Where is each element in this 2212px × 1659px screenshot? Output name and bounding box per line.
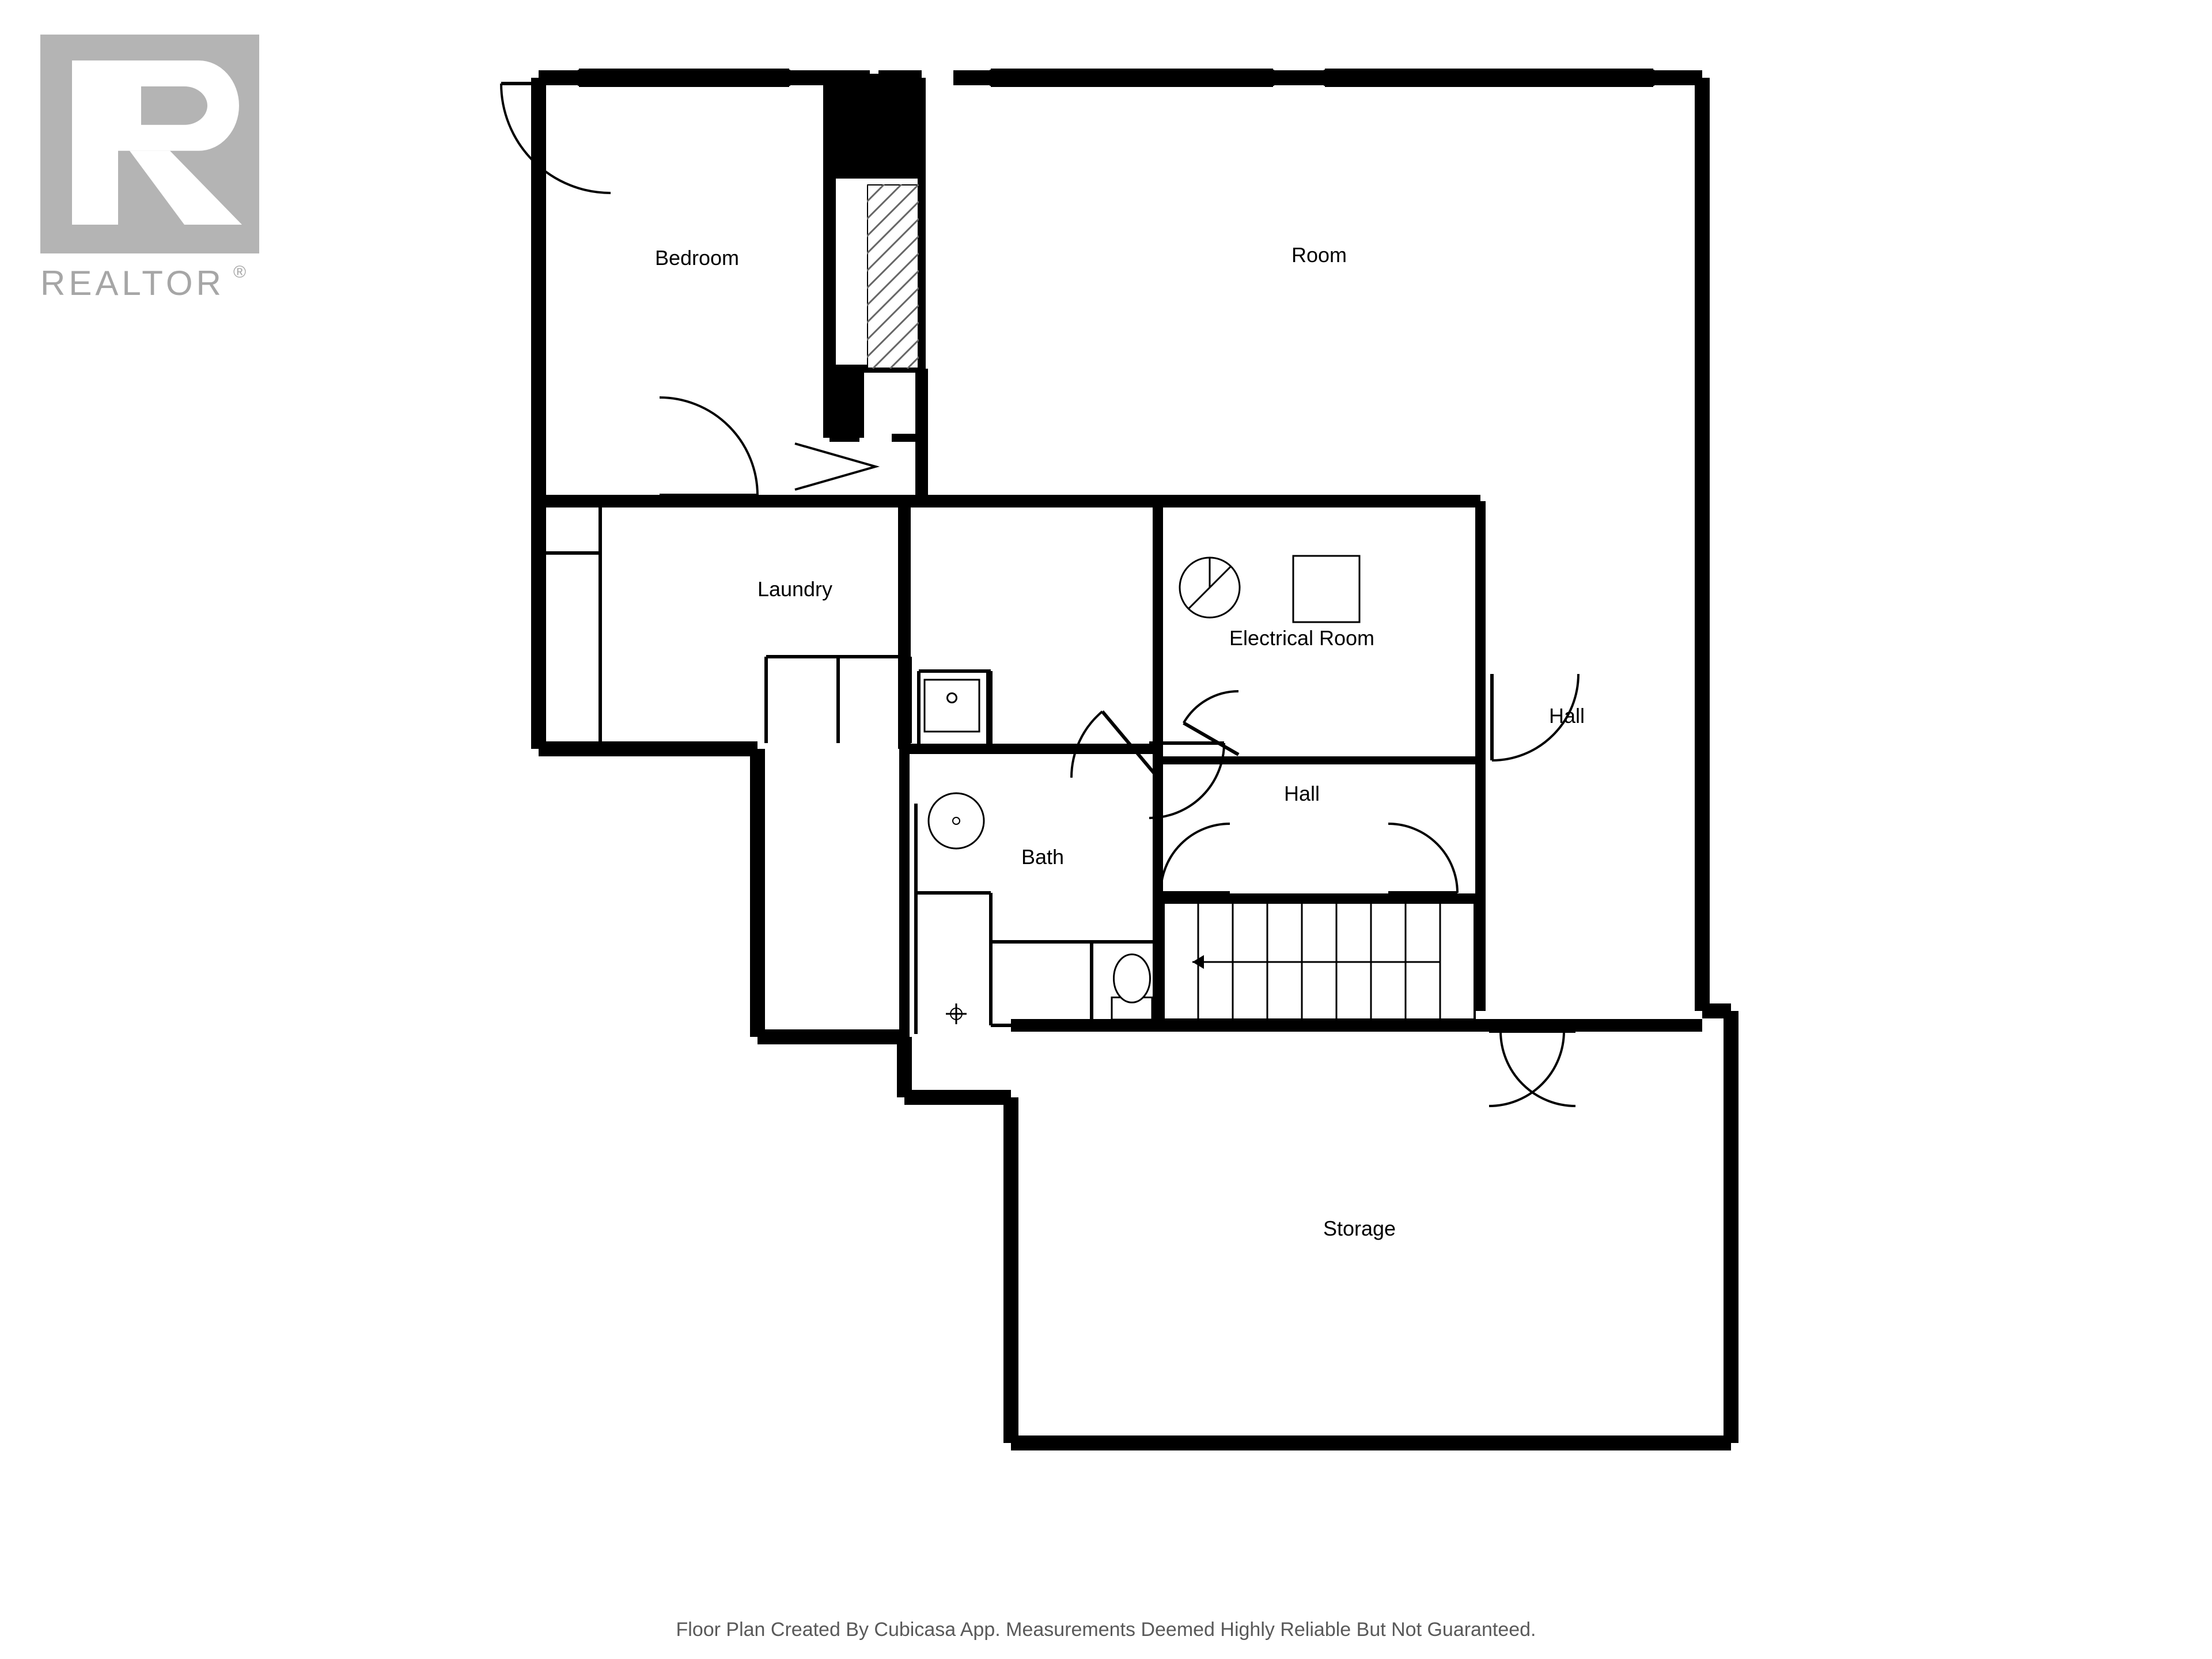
room-label-hall-right: Hall [1549, 704, 1585, 728]
realtor-reg-mark: ® [233, 263, 246, 282]
room-label-bedroom: Bedroom [655, 246, 739, 270]
hatched-panel [683, 184, 1282, 369]
bedroom-door-bottom [660, 397, 757, 495]
room-label-laundry: Laundry [757, 577, 832, 601]
electrical-door-l [1184, 691, 1238, 755]
room-label-room: Room [1291, 243, 1347, 267]
room-label-bath: Bath [1021, 845, 1064, 869]
toilet [1112, 955, 1152, 1020]
footer-disclaimer: Floor Plan Created By Cubicasa App. Meas… [676, 1619, 1536, 1641]
closet-bifold [795, 444, 876, 490]
room-label-electrical: Electrical Room [1229, 626, 1374, 650]
walls [539, 74, 1731, 1443]
realtor-logo-text: REALTOR [40, 264, 225, 302]
bedroom-door-top [501, 84, 611, 193]
electrical-panel [1180, 558, 1240, 618]
thin-walls [543, 507, 1158, 1034]
stairs [1164, 902, 1475, 1020]
hall-door-l [1161, 824, 1230, 893]
room-label-hall-center: Hall [1284, 782, 1320, 805]
floor-drain [946, 1003, 967, 1024]
realtor-logo: REALTOR ® [40, 35, 259, 302]
room-label-storage: Storage [1323, 1217, 1396, 1240]
floor-plan: REALTOR ® Bedroom Room Laundry Electrical Roo… [0, 0, 2212, 1659]
electrical-box [1293, 556, 1359, 622]
laundry-sink [925, 680, 979, 732]
vanity-sink [929, 793, 984, 849]
hall-door-r [1388, 824, 1457, 893]
